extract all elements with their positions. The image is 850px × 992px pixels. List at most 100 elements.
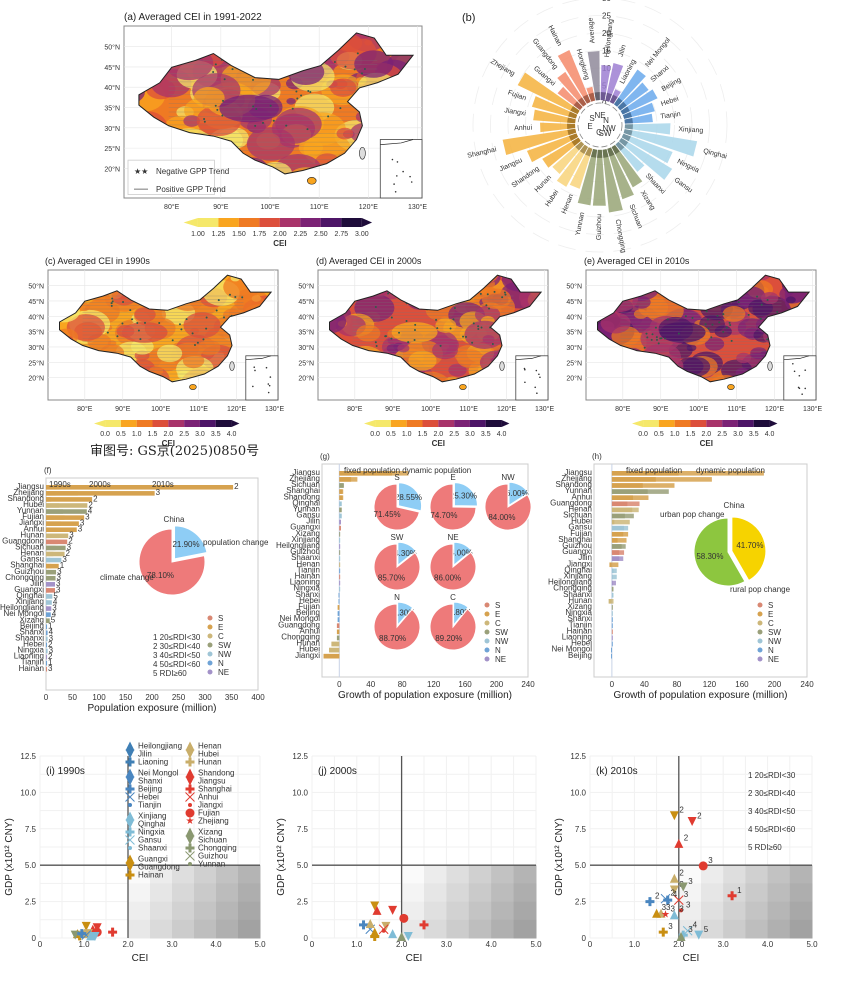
region-pie-slice-label: 86.00%: [434, 573, 461, 582]
bar-2010s: [46, 497, 93, 502]
point-dot: [381, 928, 386, 933]
category-label: Guangxi: [562, 547, 592, 556]
colorbar-tick-label: 3.00: [355, 231, 369, 238]
risk-gradient-cell: [238, 901, 261, 921]
x-tick-label: 240: [800, 680, 814, 689]
polar-bar: [602, 149, 623, 213]
bar-dynamic-population: [611, 483, 675, 488]
colorbar-extend-low: [632, 420, 644, 427]
x-tick-label: 4.0: [762, 940, 774, 949]
cei-hotspot: [659, 322, 706, 343]
polar-bar: [592, 149, 606, 206]
negative-gpp-star: [180, 328, 183, 331]
point-triangle-down: [694, 930, 704, 940]
bar-2010s: [46, 588, 56, 593]
x-tick-label: 50: [68, 693, 77, 702]
category-label: Sichuan: [15, 542, 44, 551]
polar-bar-base: [619, 137, 629, 147]
polar-category-label: Hunan: [534, 174, 553, 194]
colorbar-segment: [197, 218, 219, 227]
bar-fixed-population: [611, 525, 625, 531]
risk-gradient-cell: [238, 919, 261, 939]
bar-dynamic-population: [611, 477, 712, 482]
negative-gpp-star: [413, 338, 416, 341]
panel-j-scatter: 0 2.5 5.0 7.5 10.0 12.5 0 1.0 2.0 3.0 4.0 5.0 CEI GDP…: [276, 752, 542, 964]
negative-gpp-star: [462, 335, 465, 338]
x-tick-label: 40: [366, 680, 375, 689]
bar-2010s: [46, 582, 56, 587]
negative-gpp-star: [143, 321, 146, 324]
region-pie-slice-label: 74.70%: [430, 511, 457, 520]
category-label: Heilongjiang: [276, 541, 320, 550]
region-legend-dot: [207, 651, 213, 657]
negative-gpp-star: [374, 306, 377, 309]
pie-annotation-rural: rural pop change: [730, 585, 791, 594]
colorbar-segment: [259, 218, 280, 227]
taiwan-island: [229, 361, 235, 372]
negative-gpp-star: [705, 310, 708, 313]
negative-gpp-star: [363, 68, 366, 71]
colorbar-label: CEI: [432, 439, 445, 448]
inset-island: [393, 183, 395, 185]
point-triangle-down: [185, 776, 195, 786]
risk-gradient-cell: [128, 865, 151, 884]
lat-tick-label: 40°N: [298, 313, 314, 321]
point-triangle-up: [669, 910, 679, 920]
legend-province-label: Xizang: [198, 828, 222, 837]
point-dot: [188, 803, 192, 807]
bar-fixed-population: [329, 647, 340, 653]
point-triangle-down: [669, 885, 679, 895]
rdi-class-label: 4: [53, 597, 58, 606]
category-label: Nei Mongol: [552, 645, 593, 654]
rdi-class-label: 3: [156, 488, 161, 497]
colorbar-segment: [469, 420, 486, 427]
bar-fixed-population: [339, 513, 342, 519]
negative-gpp-star: [333, 60, 336, 63]
pie-title: N: [394, 593, 400, 602]
x-tick-label: 250: [172, 693, 186, 702]
risk-gradient-cell: [678, 901, 702, 921]
rdi-legend-item: 5 RDI≥60: [748, 843, 782, 852]
colorbar-segment: [406, 420, 423, 427]
bar-2010s: [46, 551, 65, 557]
inset-island: [269, 376, 272, 378]
risk-gradient-cell: [194, 901, 217, 921]
bar-fixed-population: [611, 611, 613, 616]
risk-gradient-cell: [401, 883, 425, 903]
cei-patch: [354, 50, 394, 78]
inset-island: [538, 373, 540, 376]
negative-gpp-star: [663, 337, 666, 340]
negative-gpp-star: [707, 327, 710, 330]
lon-tick-label: 100°E: [689, 405, 708, 413]
lat-tick-label: 40°N: [566, 313, 582, 321]
lat-tick-label: 25°N: [104, 145, 120, 153]
bar-fixed-population: [337, 611, 340, 616]
point-triangle-up: [125, 811, 135, 821]
category-label: Shaanxi: [563, 590, 592, 599]
region-legend-dot: [757, 629, 763, 635]
region-legend-dot: [484, 647, 490, 653]
colorbar-tick-label: 2.5: [717, 431, 727, 438]
category-label: Guangxi: [290, 523, 320, 532]
inset-island: [394, 190, 397, 193]
polar-bar-base: [605, 92, 613, 102]
negative-gpp-star: [756, 295, 759, 298]
point-triangle-up: [388, 929, 398, 939]
lon-tick-label: 110°E: [727, 405, 746, 413]
cei-hotspot: [121, 322, 168, 343]
y-tick-label: 7.5: [575, 825, 587, 834]
legend-positive-gpp: Positive GPP Trend: [156, 185, 226, 194]
panel-label: (f): [44, 466, 52, 475]
category-label: Beijing: [568, 651, 592, 660]
bar-2010s: [46, 642, 48, 648]
x-tick-label: 1.0: [78, 940, 90, 949]
rdi-point-label: 2: [697, 812, 702, 821]
category-label: Shanghai: [286, 486, 320, 495]
category-label: Gansu: [568, 523, 592, 532]
bar-2010s: [46, 521, 79, 526]
category-label: Chongqing: [5, 573, 44, 582]
point-triangle-down: [185, 749, 195, 759]
pie-title: SW: [391, 533, 404, 542]
region-legend-label: N: [218, 659, 224, 668]
point-plus: [359, 920, 369, 930]
